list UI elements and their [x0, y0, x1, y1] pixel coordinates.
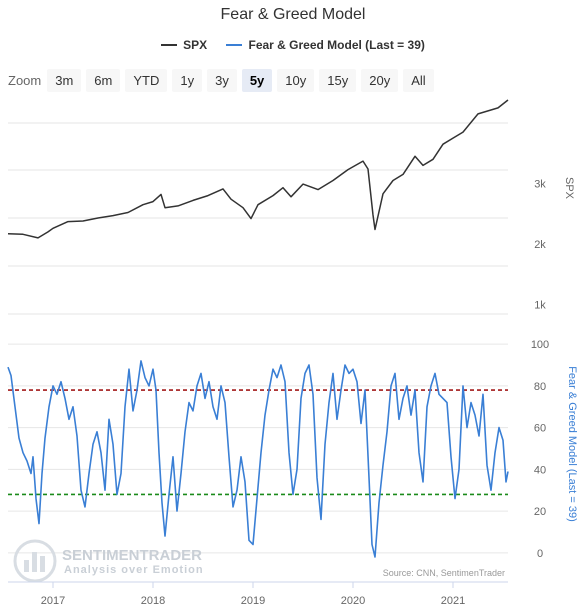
- zoom-button-5y[interactable]: 5y: [241, 69, 273, 92]
- fear-greed-tick-label: 100: [531, 339, 549, 351]
- sentimentrader-watermark: SENTIMENTRADER Analysis over Emotion: [13, 539, 204, 583]
- watermark-bar-icon: [32, 552, 37, 572]
- chart-legend: SPX Fear & Greed Model (Last = 39): [0, 35, 586, 52]
- fear-greed-axis-title: Fear & Greed Model (Last = 39): [566, 366, 578, 522]
- fear-greed-gridlines: [8, 343, 508, 554]
- watermark-bar-icon: [40, 556, 45, 572]
- spx-tick-label: 3k: [534, 179, 546, 191]
- fear-greed-tick-label: 40: [534, 464, 546, 476]
- zoom-button-1y[interactable]: 1y: [172, 69, 203, 92]
- zoom-button-3m[interactable]: 3m: [47, 69, 82, 92]
- zoom-button-15y[interactable]: 15y: [319, 69, 357, 92]
- spx-series-line[interactable]: [7, 99, 509, 239]
- spx-axis: 1k 2k 3k: [534, 179, 546, 312]
- legend-swatch-fear-greed: [226, 44, 243, 46]
- x-tick-label: 2021: [441, 595, 465, 607]
- x-tick-label: 2019: [241, 595, 265, 607]
- x-tick-label: 2018: [141, 595, 165, 607]
- watermark-tagline: Analysis over Emotion: [64, 564, 204, 576]
- spx-tick-label: 2k: [534, 239, 546, 251]
- x-tick-label: 2017: [41, 595, 65, 607]
- zoom-label: Zoom: [8, 73, 42, 88]
- legend-label-fear-greed: Fear & Greed Model (Last = 39): [248, 38, 425, 52]
- spx-tick-label: 1k: [534, 300, 546, 312]
- legend-label-spx: SPX: [183, 38, 208, 52]
- reference-lines: [8, 389, 508, 496]
- fear-greed-tick-label: 60: [534, 423, 546, 435]
- source-credit: Source: CNN, SentimenTrader: [383, 568, 505, 578]
- x-tick-label: 2020: [341, 595, 365, 607]
- series-lines: [7, 99, 509, 558]
- fear-greed-tick-label: 20: [534, 506, 546, 518]
- zoom-button-3y[interactable]: 3y: [207, 69, 237, 92]
- spx-gridlines: [8, 122, 508, 315]
- zoom-bar: Zoom 3m 6m YTD 1y 3y 5y 10y 15y 20y All: [8, 69, 439, 92]
- spx-axis-title: SPX: [563, 177, 575, 200]
- zoom-button-ytd[interactable]: YTD: [125, 69, 168, 92]
- x-axis: 2017 2018 2019 2020 2021: [8, 581, 508, 607]
- zoom-button-6m[interactable]: 6m: [86, 69, 121, 92]
- chart-title: Fear & Greed Model: [220, 6, 366, 23]
- fear-greed-axis: 0 20 40 60 80 100: [531, 339, 549, 560]
- watermark-brand: SENTIMENTRADER: [62, 547, 202, 564]
- legend-item-spx[interactable]: SPX: [161, 38, 207, 52]
- legend-item-fear-greed[interactable]: Fear & Greed Model (Last = 39): [226, 38, 425, 52]
- zoom-button-10y[interactable]: 10y: [277, 69, 315, 92]
- watermark-logo-icon: [13, 539, 57, 583]
- watermark-bar-icon: [24, 560, 29, 572]
- fear-greed-tick-label: 80: [534, 381, 546, 393]
- zoom-button-all[interactable]: All: [403, 69, 434, 92]
- zoom-button-20y[interactable]: 20y: [361, 69, 399, 92]
- fear-greed-tick-label: 0: [537, 548, 543, 560]
- fear-greed-series-line[interactable]: [7, 360, 509, 558]
- legend-swatch-spx: [161, 44, 178, 46]
